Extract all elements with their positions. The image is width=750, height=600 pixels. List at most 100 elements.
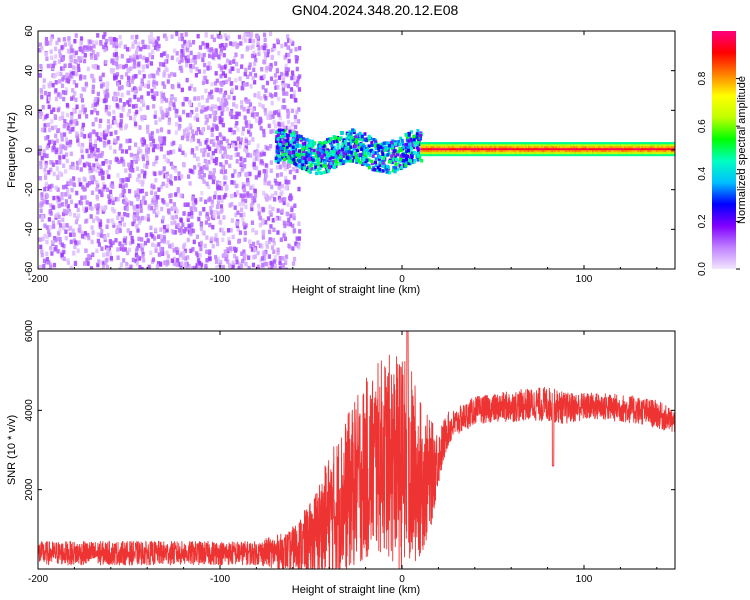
heatmap-cell: [224, 160, 228, 165]
heatmap-cell: [642, 148, 645, 151]
heatmap-cell: [234, 77, 238, 83]
heatmap-cell: [586, 150, 589, 153]
heatmap-cell: [73, 91, 77, 96]
heatmap-cell: [307, 153, 311, 157]
heatmap-cell: [286, 67, 290, 72]
heatmap-cell: [413, 143, 417, 147]
heatmap-cell: [283, 147, 287, 151]
heatmap-cell: [45, 56, 49, 62]
heatmap-cell: [61, 56, 65, 62]
heatmap-cell: [289, 87, 294, 92]
heatmap-cell: [320, 154, 324, 158]
heatmap-cell: [390, 144, 394, 148]
heatmap-cell: [407, 139, 411, 144]
heatmap-cell: [279, 172, 283, 177]
heatmap-cell: [212, 48, 216, 54]
heatmap-cell: [211, 52, 216, 57]
heatmap-cell: [406, 148, 410, 153]
heatmap-cell: [624, 146, 627, 149]
heatmap-cell: [548, 144, 551, 147]
heatmap-cell: [562, 151, 565, 155]
heatmap-cell: [134, 193, 138, 198]
heatmap-cell: [159, 234, 164, 239]
heatmap-cell: [597, 148, 600, 151]
heatmap-cell: [552, 146, 555, 149]
heatmap-cell: [632, 151, 635, 155]
heatmap-cell: [100, 153, 104, 159]
heatmap-cell: [618, 148, 621, 151]
heatmap-cell: [423, 151, 426, 155]
heatmap-cell: [143, 163, 147, 168]
heatmap-cell: [412, 134, 416, 139]
heatmap-cell: [478, 153, 481, 157]
heatmap-cell: [203, 75, 208, 81]
heatmap-cell: [287, 217, 291, 223]
heatmap-cell: [166, 254, 170, 259]
heatmap-cell: [511, 148, 514, 151]
heatmap-cell: [43, 167, 47, 173]
heatmap-cell: [561, 151, 564, 155]
heatmap-cell: [420, 144, 423, 147]
heatmap-cell: [285, 91, 289, 96]
heatmap-cell: [167, 129, 171, 135]
heatmap-cell: [452, 150, 455, 153]
heatmap-cell: [105, 251, 109, 257]
heatmap-cell: [332, 152, 336, 157]
heatmap-cell: [291, 138, 295, 142]
heatmap-cell: [564, 150, 567, 153]
heatmap-cell: [210, 127, 215, 132]
heatmap-cell: [452, 148, 455, 151]
heatmap-cell: [592, 153, 595, 157]
heatmap-cell: [112, 115, 116, 121]
heatmap-cell: [670, 153, 673, 157]
heatmap-cell: [278, 157, 282, 162]
heatmap-cell: [277, 185, 281, 191]
heatmap-cell: [460, 142, 463, 145]
heatmap-cell: [244, 261, 248, 267]
heatmap-cell: [66, 125, 70, 131]
heatmap-cell: [186, 255, 190, 260]
heatmap-cell: [132, 57, 136, 62]
heatmap-cell: [159, 146, 164, 152]
heatmap-cell: [213, 117, 217, 123]
heatmap-cell: [594, 151, 597, 155]
heatmap-cell: [587, 148, 590, 151]
heatmap-cell: [374, 163, 378, 167]
heatmap-cell: [517, 142, 520, 145]
heatmap-cell: [90, 239, 94, 245]
heatmap-cell: [91, 84, 95, 90]
heatmap-cell: [385, 164, 389, 169]
heatmap-cell: [222, 45, 227, 51]
heatmap-cell: [418, 156, 422, 160]
heatmap-cell: [140, 199, 145, 205]
heatmap-cell: [72, 232, 76, 238]
heatmap-cell: [185, 43, 189, 48]
heatmap-cell: [48, 225, 53, 230]
heatmap-cell: [214, 71, 218, 76]
heatmap-cell: [224, 184, 228, 189]
heatmap-cell: [586, 142, 589, 145]
heatmap-cell: [289, 94, 294, 99]
heatmap-cell: [136, 97, 141, 102]
heatmap-cell: [672, 142, 675, 145]
heatmap-cell: [332, 134, 336, 139]
heatmap-cell: [431, 148, 434, 151]
heatmap-cell: [241, 181, 245, 187]
heatmap-cell: [58, 116, 62, 121]
heatmap-cell: [287, 52, 291, 58]
heatmap-cell: [416, 151, 420, 156]
heatmap-cell: [197, 216, 201, 222]
heatmap-cell: [126, 100, 130, 105]
heatmap-cell: [98, 75, 102, 81]
heatmap-cell: [85, 183, 89, 188]
heatmap-cell: [420, 150, 423, 153]
heatmap-cell: [173, 97, 177, 102]
heatmap-cell: [213, 237, 217, 242]
heatmap-cell: [152, 84, 157, 90]
heatmap-cell: [557, 142, 560, 145]
heatmap-cell: [411, 151, 415, 156]
heatmap-cell: [234, 152, 238, 158]
heatmap-cell: [568, 151, 571, 155]
heatmap-cell: [305, 151, 309, 155]
heatmap-cell: [118, 267, 122, 269]
